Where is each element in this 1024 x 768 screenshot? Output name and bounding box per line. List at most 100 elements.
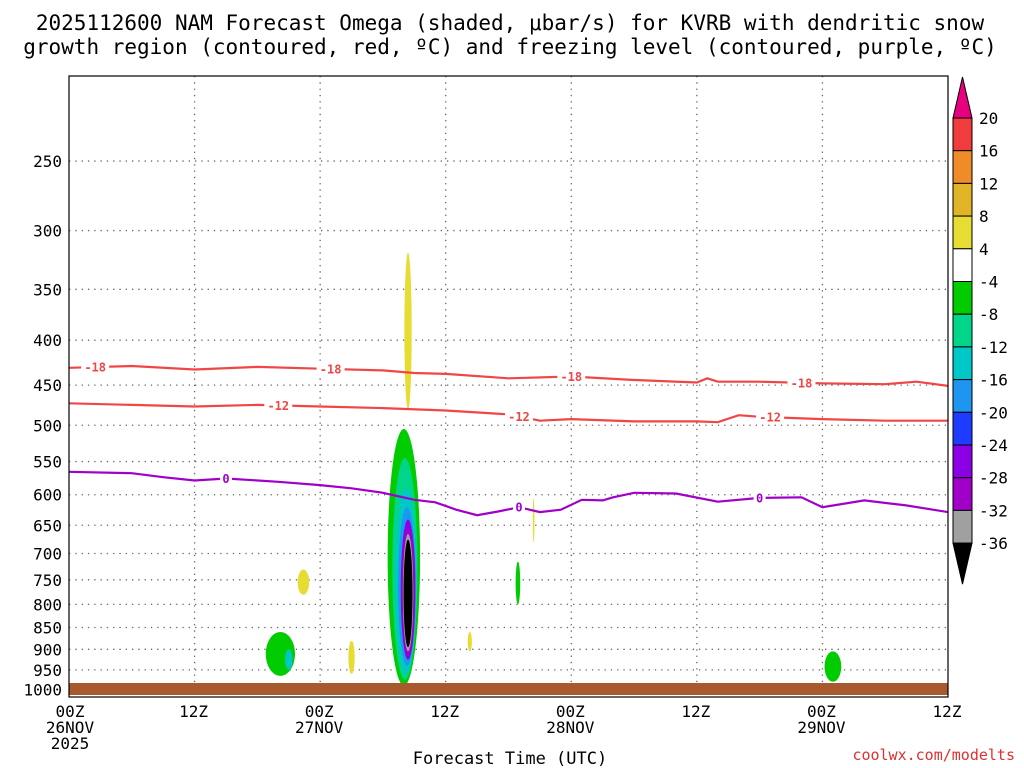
colorbar-band [952, 182, 973, 217]
colorbar-label: -12 [979, 338, 1008, 357]
y-tick-label: 550 [33, 453, 62, 472]
colorbar-band [952, 117, 973, 152]
y-tick-label: 700 [33, 545, 62, 564]
omega-positive-spot-3 [467, 631, 472, 652]
x-tick-label: 00Z [56, 702, 85, 721]
colorbar-label: -36 [979, 534, 1008, 553]
colorbar-band [952, 215, 973, 250]
plot-area: -18 -18 -18 -18 -12 -12 -12 0 0 0 [69, 76, 948, 697]
colorbar-band [952, 248, 973, 283]
x-tick-label: 12Z [933, 702, 962, 721]
contour-label-bg [557, 369, 586, 384]
y-tick-label: 450 [33, 376, 62, 395]
colorbar-label: 8 [979, 207, 989, 226]
x-tick-label: 00Z [305, 702, 334, 721]
colorbar-band [952, 313, 973, 348]
contour-label: -18 [560, 370, 582, 384]
x-tick-label: 26NOV [46, 718, 95, 737]
plot-background [69, 76, 948, 697]
x-tick-label: 12Z [681, 702, 710, 721]
contour-label: -12 [267, 399, 289, 413]
y-tick-label: 800 [33, 595, 62, 614]
colorbar-band [952, 411, 973, 446]
colorbar: 20 16 12 8 4 -4 -8 -12 -16 -20 -24 -28 -32 -36 [952, 76, 1008, 585]
x-tick-label: 27NOV [295, 718, 344, 737]
contour-label-bg [756, 410, 785, 425]
colorbar-band [952, 150, 973, 184]
y-tick-label: 400 [33, 331, 62, 350]
colorbar-band [952, 346, 973, 381]
colorbar-band [952, 444, 973, 479]
title-line-1: 2025112600 NAM Forecast Omega (shaded, μ… [36, 11, 985, 35]
contour-label: -12 [508, 410, 530, 424]
y-tick-label: 950 [33, 661, 62, 680]
x-tick-label: 2025 [51, 734, 90, 753]
contour-label: -12 [759, 411, 781, 425]
x-tick-label: 29NOV [797, 718, 846, 737]
colorbar-label: 12 [979, 174, 998, 193]
title-line-2: growth region (contoured, red, ºC) and f… [23, 35, 997, 59]
colorbar-label: -28 [979, 469, 1008, 488]
omega-negative-spot-2 [515, 561, 521, 605]
contour-label-bg [512, 500, 525, 515]
contour-label-bg [787, 375, 816, 390]
contour-label: -18 [84, 361, 106, 375]
y-tick-label: 650 [33, 516, 62, 535]
grid-lines [69, 76, 948, 697]
contour-label: -18 [320, 362, 342, 376]
x-tick-label: 00Z [807, 702, 836, 721]
contour-label-bg [219, 471, 232, 486]
y-tick-label: 250 [33, 152, 62, 171]
x-tick-label: 12Z [179, 702, 208, 721]
x-tick-label: 12Z [430, 702, 459, 721]
chart-title: 2025112600 NAM Forecast Omega (shaded, μ… [23, 11, 997, 59]
y-tick-label: 300 [33, 222, 62, 241]
colorbar-label: 16 [979, 142, 998, 161]
y-tick-label: 750 [33, 571, 62, 590]
colorbar-over-arrow [952, 76, 973, 119]
omega-positive-spot-2 [348, 640, 355, 674]
y-tick-label: 1000 [23, 680, 62, 699]
colorbar-label: -16 [979, 371, 1008, 390]
colorbar-band [952, 379, 973, 413]
colorbar-label: -8 [979, 305, 998, 324]
omega-positive-spot-4 [532, 497, 535, 543]
colorbar-label: 20 [979, 109, 998, 128]
plot-frame [68, 75, 949, 698]
contour-label-bg [81, 360, 110, 375]
omega-contour-main-core [403, 539, 413, 648]
contour-label: 0 [756, 491, 763, 505]
contour-label: 0 [515, 501, 522, 515]
y-axis-ticks: 250 300 350 400 450 500 550 600 650 700 750 800 850 9… [23, 152, 62, 699]
y-tick-label: 600 [33, 486, 62, 505]
colorbar-label: -24 [979, 436, 1008, 455]
contour-label-bg [264, 398, 293, 413]
contour-label: -18 [791, 376, 813, 390]
omega-negative-area-1-core [285, 649, 293, 670]
colorbar-band [952, 509, 973, 544]
temperature-contours: -18 -18 -18 -18 -12 -12 -12 0 0 0 [69, 360, 948, 517]
contour-label-bg [504, 409, 533, 424]
x-tick-label: 28NOV [546, 718, 595, 737]
y-tick-label: 350 [33, 280, 62, 299]
y-tick-label: 900 [33, 640, 62, 659]
credit-text: coolwx.com/modelts [852, 746, 1015, 764]
ground-band [69, 683, 948, 695]
contour-label: 0 [222, 472, 229, 486]
x-tick-label: 00Z [556, 702, 585, 721]
colorbar-label: 4 [979, 240, 989, 259]
y-tick-label: 850 [33, 619, 62, 638]
omega-positive-streak [404, 252, 412, 410]
omega-positive-spot-1 [297, 569, 310, 595]
colorbar-band [952, 477, 973, 511]
omega-shading [265, 252, 842, 686]
x-axis-label: Forecast Time (UTC) [413, 749, 607, 768]
contour-label-bg [753, 490, 766, 505]
contour-label-bg [316, 361, 345, 376]
y-tick-label: 500 [33, 416, 62, 435]
colorbar-label: -4 [979, 273, 998, 292]
omega-negative-area-3 [824, 651, 842, 682]
colorbar-under-arrow [952, 542, 973, 585]
